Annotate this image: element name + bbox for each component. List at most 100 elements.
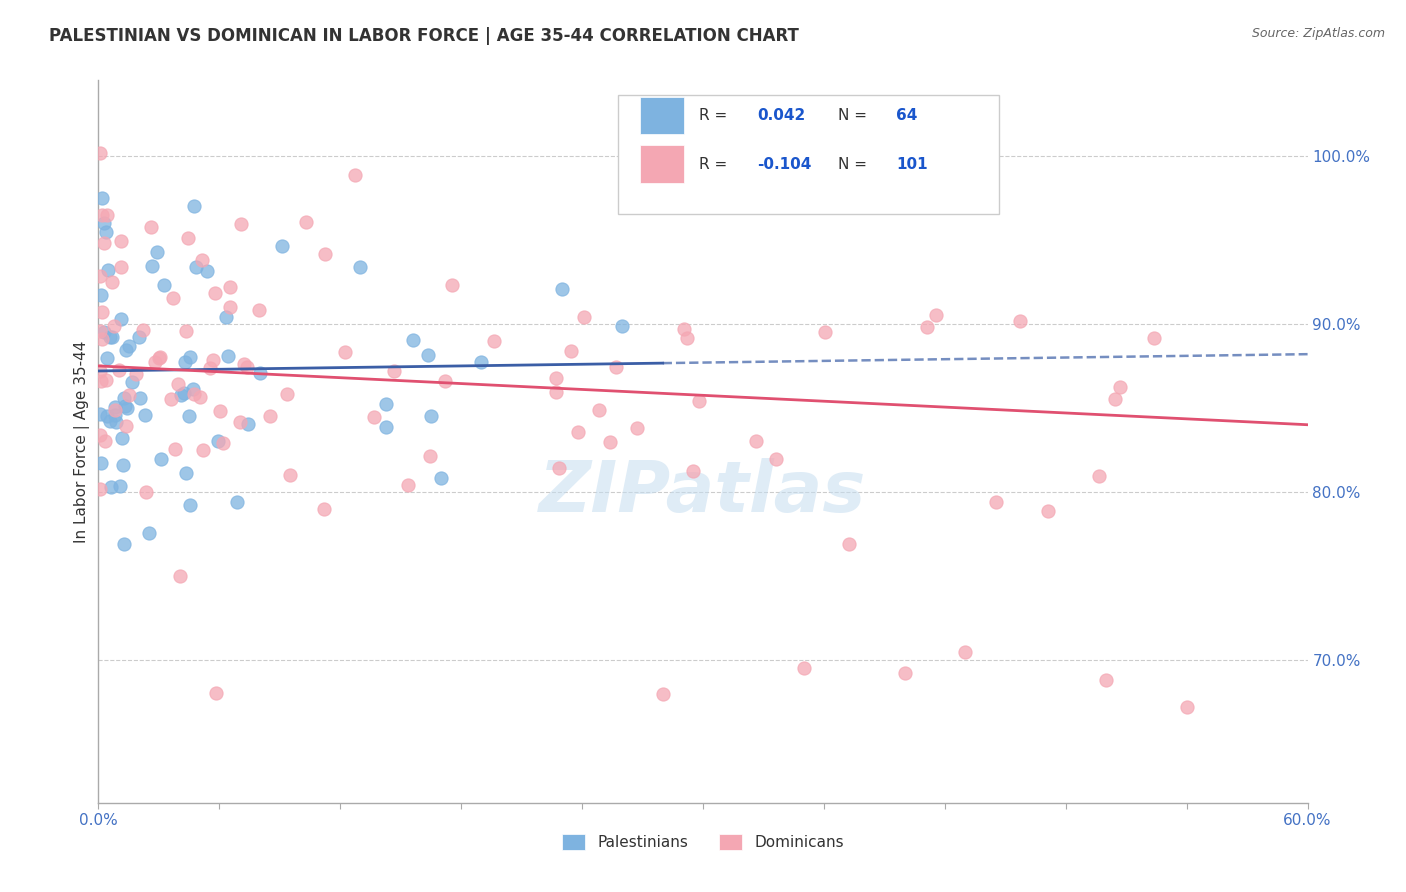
Point bbox=[314, 247, 336, 261]
Point bbox=[183, 382, 205, 396]
Point bbox=[212, 436, 235, 450]
Point bbox=[893, 666, 915, 681]
Point bbox=[191, 443, 214, 458]
Point bbox=[114, 399, 136, 413]
Point bbox=[148, 351, 170, 365]
Point bbox=[420, 409, 443, 423]
Point bbox=[198, 361, 221, 376]
FancyBboxPatch shape bbox=[619, 95, 1000, 214]
Point bbox=[249, 366, 271, 380]
Point bbox=[110, 479, 132, 493]
Point bbox=[94, 434, 117, 448]
Legend: Palestinians, Dominicans: Palestinians, Dominicans bbox=[557, 829, 849, 856]
Point bbox=[104, 415, 127, 429]
Text: -0.104: -0.104 bbox=[758, 157, 811, 171]
Point bbox=[91, 208, 114, 222]
Point bbox=[219, 279, 242, 293]
Point bbox=[90, 374, 112, 388]
Point bbox=[925, 308, 948, 322]
Point bbox=[169, 569, 191, 583]
Point bbox=[104, 408, 127, 422]
Point bbox=[560, 344, 582, 359]
Point bbox=[202, 352, 225, 367]
Text: PALESTINIAN VS DOMINICAN IN LABOR FORCE | AGE 35-44 CORRELATION CHART: PALESTINIAN VS DOMINICAN IN LABOR FORCE … bbox=[49, 27, 799, 45]
Point bbox=[953, 644, 976, 658]
Point bbox=[112, 537, 135, 551]
Point bbox=[793, 661, 815, 675]
Point bbox=[682, 464, 704, 478]
Text: N =: N = bbox=[838, 157, 872, 171]
Point bbox=[121, 375, 143, 389]
Point bbox=[125, 368, 148, 382]
Point bbox=[217, 350, 239, 364]
Point bbox=[335, 344, 357, 359]
Point bbox=[174, 324, 197, 338]
Point bbox=[138, 526, 160, 541]
Point bbox=[544, 384, 567, 399]
Point bbox=[160, 392, 183, 406]
Point bbox=[118, 339, 141, 353]
Point bbox=[278, 468, 301, 483]
Point bbox=[204, 686, 226, 700]
Point bbox=[915, 320, 938, 334]
Point bbox=[276, 387, 298, 401]
Point bbox=[188, 390, 211, 404]
Point bbox=[110, 234, 132, 248]
Point bbox=[90, 288, 112, 302]
Point bbox=[128, 391, 150, 405]
Point bbox=[98, 414, 121, 428]
Point bbox=[191, 253, 214, 268]
Point bbox=[209, 404, 232, 418]
Point bbox=[103, 318, 125, 333]
Point bbox=[402, 334, 425, 348]
Point bbox=[605, 359, 627, 374]
Point bbox=[814, 325, 837, 339]
Point bbox=[90, 456, 112, 470]
Point bbox=[259, 409, 281, 423]
Point bbox=[470, 355, 492, 369]
Point bbox=[572, 310, 595, 325]
Point bbox=[89, 268, 111, 283]
Point bbox=[93, 216, 115, 230]
Point bbox=[111, 431, 134, 445]
Point bbox=[110, 260, 132, 275]
Point bbox=[132, 323, 155, 337]
Point bbox=[91, 191, 114, 205]
Point bbox=[599, 435, 621, 450]
Point bbox=[149, 452, 172, 467]
Point bbox=[312, 502, 335, 516]
Point bbox=[688, 394, 710, 409]
Point bbox=[551, 282, 574, 296]
Point bbox=[1175, 700, 1198, 714]
Point bbox=[398, 477, 420, 491]
Point bbox=[651, 687, 673, 701]
Point bbox=[430, 471, 453, 485]
Point bbox=[672, 321, 695, 335]
Point bbox=[104, 402, 127, 417]
Point bbox=[419, 450, 441, 464]
Point bbox=[128, 330, 150, 344]
Point bbox=[1108, 379, 1130, 393]
FancyBboxPatch shape bbox=[640, 145, 683, 183]
Point bbox=[207, 434, 229, 449]
Point bbox=[89, 482, 111, 496]
Point bbox=[170, 387, 193, 401]
Point bbox=[184, 260, 207, 274]
Point bbox=[375, 397, 398, 411]
Point bbox=[204, 286, 226, 301]
Point bbox=[229, 217, 252, 231]
Point bbox=[984, 495, 1007, 509]
Point bbox=[90, 332, 112, 346]
Point bbox=[97, 263, 120, 277]
Text: N =: N = bbox=[838, 108, 872, 123]
Point bbox=[143, 355, 166, 369]
Point bbox=[416, 348, 439, 362]
Point bbox=[96, 409, 118, 423]
Point bbox=[675, 331, 697, 345]
Point bbox=[612, 319, 634, 334]
Point bbox=[1036, 504, 1059, 518]
Point bbox=[89, 145, 111, 160]
Point bbox=[183, 199, 205, 213]
Point bbox=[218, 300, 240, 314]
Point bbox=[174, 466, 197, 480]
